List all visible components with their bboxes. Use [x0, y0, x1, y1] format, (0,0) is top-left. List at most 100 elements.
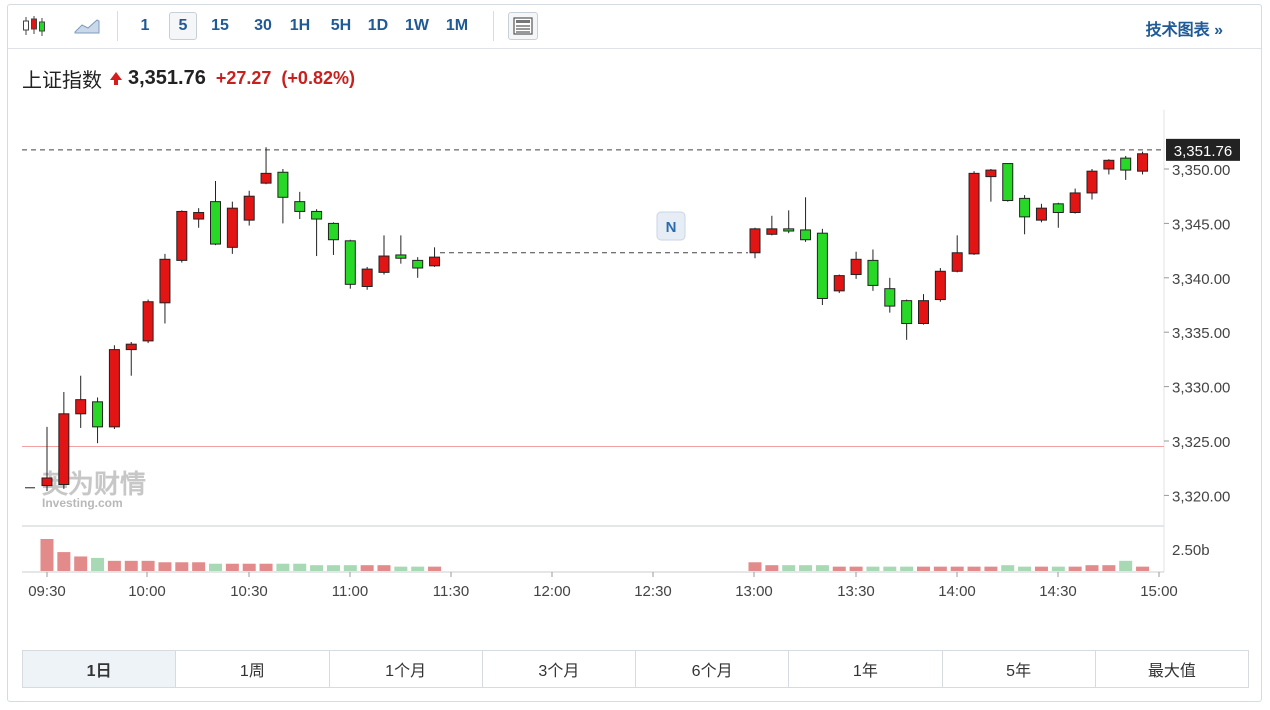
am-candle-body [125, 343, 137, 351]
pm-candle-body [1086, 170, 1098, 194]
am-candle-body [395, 254, 407, 259]
quote-header: 上证指数 3,351.76 +27.27 (+0.82%) [22, 63, 355, 93]
am-candle-body [176, 210, 188, 261]
pm-candle-volume-bar [765, 565, 779, 571]
am-candle-volume-bar [360, 565, 374, 571]
pm-candle-volume-bar [748, 562, 762, 571]
pm-candle-volume-bar [1034, 566, 1048, 571]
pm-candle-volume-bar [967, 566, 981, 571]
pm-candle-volume-bar [782, 565, 796, 571]
am-candle-body [378, 255, 390, 273]
am-candle-body [361, 268, 373, 288]
am-candle-volume-bar [310, 565, 324, 571]
am-candle-body [429, 256, 441, 267]
am-candle-body [243, 195, 255, 221]
am-candle-body [294, 201, 306, 212]
am-candle-body [327, 222, 339, 241]
interval-30-button[interactable]: 30 [254, 17, 272, 34]
y-tick-label: 3,340.00 [1172, 271, 1230, 288]
range-tab-1[interactable]: 1周 [176, 651, 330, 687]
am-candle-body [311, 210, 323, 220]
am-candle-volume-bar [192, 562, 206, 571]
pm-candle-body [1019, 197, 1031, 218]
am-candle-volume-bar [259, 563, 273, 571]
pm-candle-volume-bar [1051, 566, 1065, 571]
index-name: 上证指数 [22, 69, 102, 92]
am-candle-volume-bar [141, 560, 155, 571]
pm-candle-volume-bar [984, 566, 998, 571]
x-tick-label: 15:00 [1140, 583, 1178, 600]
am-candle-volume-bar [74, 556, 88, 571]
pm-candle-body [749, 228, 761, 254]
interval-5-button[interactable]: 5 [169, 12, 197, 40]
x-tick-label: 12:00 [533, 583, 571, 600]
area-chart-button[interactable] [72, 12, 102, 40]
pm-candle-volume-bar [1001, 565, 1015, 571]
pm-candle-body [833, 275, 845, 292]
pm-candle-body [951, 252, 963, 272]
pm-candle-body [766, 228, 778, 235]
pm-candle-body [867, 259, 879, 286]
x-tick-label: 14:30 [1039, 583, 1077, 600]
pm-candle-body [1035, 207, 1047, 221]
am-candle-volume-bar [57, 552, 71, 571]
pm-candle-body [934, 270, 946, 301]
am-candle-body [226, 207, 238, 248]
x-tick-label: 10:00 [128, 583, 166, 600]
am-candle-body [108, 349, 120, 428]
candlestick-icon [23, 16, 45, 36]
range-tab-6[interactable]: 5年 [943, 651, 1096, 687]
volume-tick-label: 2.50b [1172, 542, 1210, 559]
am-candle-body [193, 212, 205, 220]
interval-1w-button[interactable]: 1W [405, 17, 429, 34]
range-tab-5[interactable]: 1年 [789, 651, 943, 687]
am-candle-body [92, 401, 104, 428]
am-candle-body [344, 240, 356, 285]
am-candle-body [159, 258, 171, 304]
am-candle-volume-bar [276, 563, 290, 571]
range-tabs: 1日 1周 1个月 3个月 6个月 1年 5年 最大值 [22, 650, 1249, 688]
toolbar-separator [117, 11, 118, 41]
pm-candle-body [800, 229, 812, 241]
pm-candle-volume-bar [1119, 560, 1133, 571]
am-candle-body [412, 259, 424, 269]
x-tick-label: 10:30 [230, 583, 268, 600]
am-candle-volume-bar [394, 566, 408, 571]
pm-candle-body [1002, 163, 1014, 202]
x-tick-label: 12:30 [634, 583, 672, 600]
am-candle-volume-bar [428, 566, 442, 571]
y-tick-label: 3,325.00 [1172, 434, 1230, 451]
chart-widget: 1 5 15 30 1H 5H 1D 1W 1M 技术图表 » 上证指数 3,351.76 +2… [7, 4, 1262, 702]
x-tick-label: 13:30 [837, 583, 875, 600]
pm-candle-volume-bar [900, 566, 914, 571]
candlestick-chart-button[interactable] [19, 12, 49, 40]
technical-chart-link[interactable]: 技术图表 » [1145, 22, 1223, 39]
range-tab-4[interactable]: 6个月 [636, 651, 790, 687]
interval-1h-button[interactable]: 1H [289, 17, 311, 34]
interval-5h-button[interactable]: 5H [330, 17, 352, 34]
pm-candle-volume-bar [1102, 565, 1116, 571]
pm-candle-body [1120, 157, 1132, 171]
am-candle-body [41, 477, 53, 487]
interval-15-button[interactable]: 15 [211, 17, 229, 34]
last-price-tag [1166, 138, 1240, 161]
range-tab-7[interactable]: 最大值 [1147, 663, 1196, 680]
pm-candle-body [1069, 192, 1081, 214]
range-tab-2[interactable]: 1个月 [330, 651, 483, 687]
interval-1d-button[interactable]: 1D [367, 17, 389, 34]
pm-candle-volume-bar [799, 565, 813, 571]
y-tick-label: 3,350.00 [1172, 162, 1230, 179]
range-tab-3[interactable]: 3个月 [483, 651, 636, 687]
interval-1m-button[interactable]: 1M [445, 17, 469, 34]
pm-candle-volume-bar [1136, 566, 1150, 571]
pm-candle-body [918, 300, 929, 324]
layout-button[interactable] [508, 12, 538, 40]
interval-1-button[interactable]: 1 [140, 17, 150, 34]
am-candle-volume-bar [293, 563, 307, 571]
pm-candle-volume-bar [883, 566, 897, 571]
pm-candle-body [901, 300, 913, 324]
am-candle-volume-bar [91, 557, 105, 571]
range-tab-0[interactable]: 1日 [23, 651, 177, 687]
news-marker-label: N [666, 219, 677, 236]
pm-candle-body [1137, 153, 1149, 172]
